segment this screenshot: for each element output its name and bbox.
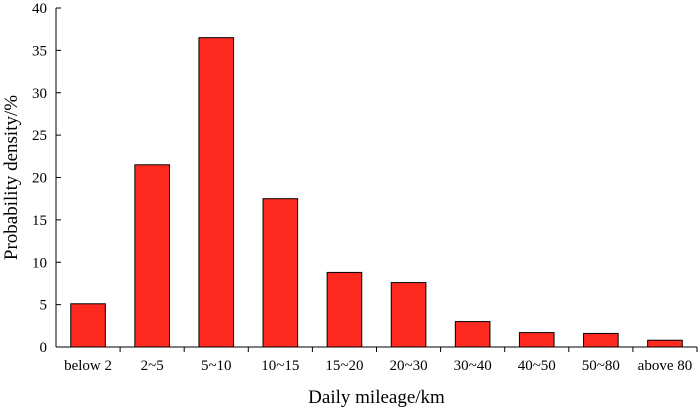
x-tick-label: 40~50	[518, 358, 556, 374]
x-tick-label: below 2	[64, 358, 112, 374]
bar-7	[454, 321, 491, 348]
y-tick-label: 10	[32, 255, 47, 271]
bar-4	[262, 198, 299, 348]
bar-2	[134, 164, 170, 348]
bar-6	[390, 282, 427, 348]
x-tick-label: 50~80	[582, 358, 620, 374]
bar-5	[326, 271, 363, 348]
x-axis-title: Daily mileage/km	[308, 387, 445, 408]
x-ticks-group: below 2 2~5 5~10 10~15 15~20 20~30 30~40 40~50 5…	[64, 347, 698, 374]
y-tick-label: 40	[32, 1, 47, 17]
y-tick-label: 35	[32, 43, 47, 59]
y-tick-label: 0	[40, 340, 48, 356]
x-tick-label: 2~5	[141, 358, 164, 374]
x-tick-label: 10~15	[261, 358, 299, 374]
bar-9	[583, 332, 619, 348]
y-tick-label: 20	[32, 171, 47, 187]
bar-10	[647, 339, 683, 348]
y-tick-label: 5	[40, 298, 48, 314]
x-tick-label: 5~10	[201, 358, 232, 374]
bar-8	[518, 332, 555, 348]
x-tick-label: 20~30	[389, 358, 427, 374]
y-tick-label: 15	[32, 213, 47, 229]
x-tick-label: 30~40	[454, 358, 492, 374]
bar-3	[198, 37, 235, 348]
y-ticks-group: 0 5 10 15 20 25 30 35 40	[32, 1, 61, 356]
y-axis-title: Probability density/%	[1, 95, 22, 260]
y-tick-label: 25	[32, 128, 47, 144]
bars-group	[70, 37, 683, 348]
bar-1	[70, 303, 106, 348]
x-tick-label: 15~20	[325, 358, 363, 374]
y-tick-label: 30	[32, 86, 47, 102]
x-tick-label: above 80	[638, 358, 693, 374]
